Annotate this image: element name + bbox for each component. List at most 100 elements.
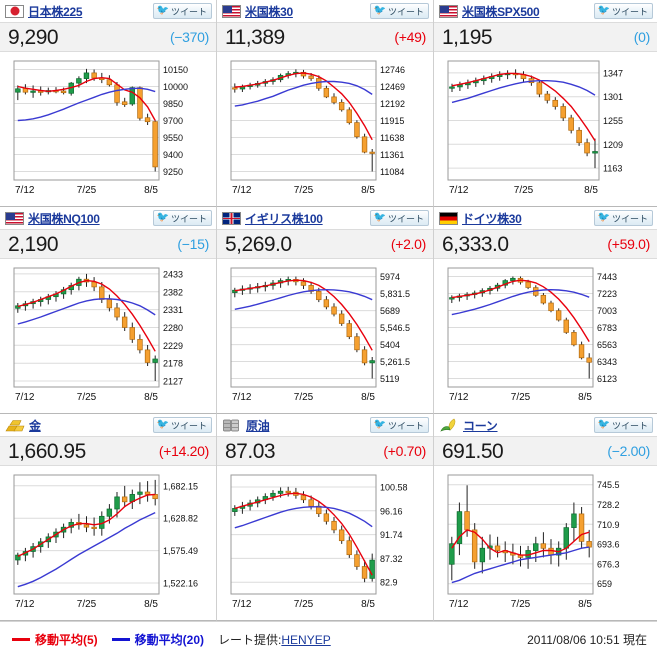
svg-text:8/5: 8/5 <box>361 185 375 196</box>
panel-corn: コーン 🐦 ツイート 691.50 (−2.00) 745.5 728.2 710.9 693.… <box>434 414 657 621</box>
chart-dow30: 12746 12469 12192 11915 11638 11361 11084 7/12 7… <box>217 52 433 205</box>
tweet-button-label: ツイート <box>387 6 424 17</box>
change-dax30: (+59.0) <box>607 236 650 252</box>
svg-text:676.3: 676.3 <box>597 559 620 569</box>
panel-dow30: 米国株30 🐦 ツイート 11,389 (+49) 12746 12469 12192 1191… <box>217 0 434 207</box>
svg-text:728.2: 728.2 <box>597 500 620 510</box>
panel-title-nikkei225[interactable]: 日本株225 <box>28 4 83 19</box>
svg-text:1347: 1347 <box>603 68 623 78</box>
svg-text:1,522.16: 1,522.16 <box>163 579 198 589</box>
panel-header-gold: 金 🐦 ツイート <box>0 414 216 436</box>
flag-uk-icon <box>222 211 241 225</box>
svg-text:12746: 12746 <box>380 65 405 75</box>
svg-text:100.58: 100.58 <box>380 483 408 493</box>
panel-title-nq100[interactable]: 米国株NQ100 <box>28 211 100 226</box>
svg-text:745.5: 745.5 <box>597 480 620 490</box>
svg-text:1301: 1301 <box>603 92 623 102</box>
svg-text:2433: 2433 <box>163 269 183 279</box>
price-ftse100: 5,269.0 <box>225 232 292 256</box>
svg-text:2331: 2331 <box>163 305 183 315</box>
svg-text:5689: 5689 <box>380 306 400 316</box>
tweet-button-label: ツイート <box>611 420 648 431</box>
tweet-button-label: ツイート <box>387 420 424 431</box>
svg-text:7/25: 7/25 <box>77 185 97 196</box>
rate-provider-prefix: レート提供: <box>218 633 282 647</box>
svg-text:11638: 11638 <box>380 133 404 143</box>
change-crude-oil: (+0.70) <box>383 443 426 459</box>
tweet-button-nikkei225[interactable]: 🐦 ツイート <box>152 3 212 19</box>
svg-text:11084: 11084 <box>380 167 404 177</box>
panel-dax30: ドイツ株30 🐦 ツイート 6,333.0 (+59.0) 7443 7223 7003 678… <box>434 207 657 414</box>
twitter-bird-icon: 🐦 <box>597 212 610 223</box>
svg-text:9700: 9700 <box>163 116 183 126</box>
footer-legend-bar: 移動平均(5) 移動平均(20) レート提供:HENYEP 2011/08/06… <box>0 621 657 657</box>
svg-text:8/5: 8/5 <box>584 185 598 196</box>
svg-text:7/12: 7/12 <box>232 599 252 610</box>
svg-text:693.6: 693.6 <box>597 540 620 550</box>
panel-title-dax30[interactable]: ドイツ株30 <box>462 211 522 226</box>
price-nq100: 2,190 <box>8 232 59 256</box>
panel-header-nq100: 米国株NQ100 🐦 ツイート <box>0 207 216 229</box>
tweet-button-label: ツイート <box>170 213 207 224</box>
tweet-button-ftse100[interactable]: 🐦 ツイート <box>369 210 429 226</box>
svg-text:2280: 2280 <box>163 323 183 333</box>
svg-text:659: 659 <box>597 579 612 589</box>
svg-text:7443: 7443 <box>597 272 617 282</box>
svg-text:8/5: 8/5 <box>144 599 158 610</box>
tweet-button-corn[interactable]: 🐦 ツイート <box>593 417 653 433</box>
quote-row-nikkei225: 9,290 (−370) <box>0 22 216 52</box>
svg-text:7/25: 7/25 <box>511 392 531 403</box>
panel-nq100: 米国株NQ100 🐦 ツイート 2,190 (−15) 2433 2382 2331 2280 2… <box>0 207 217 414</box>
svg-text:7/12: 7/12 <box>232 392 252 403</box>
panel-title-dow30[interactable]: 米国株30 <box>245 4 293 19</box>
svg-text:7/25: 7/25 <box>294 185 314 196</box>
svg-text:96.16: 96.16 <box>380 506 403 516</box>
tweet-button-dow30[interactable]: 🐦 ツイート <box>369 3 429 19</box>
tweet-button-dax30[interactable]: 🐦 ツイート <box>593 210 653 226</box>
svg-text:1163: 1163 <box>603 164 622 174</box>
twitter-bird-icon: 🐦 <box>373 212 386 223</box>
panel-title-corn[interactable]: コーン <box>463 418 498 433</box>
tweet-button-crude-oil[interactable]: 🐦 ツイート <box>369 417 429 433</box>
legend-ma5: 移動平均(5) <box>12 631 98 648</box>
tweet-button-label: ツイート <box>387 213 424 224</box>
rate-provider-link[interactable]: HENYEP <box>281 633 331 647</box>
price-dow30: 11,389 <box>225 25 285 49</box>
quote-row-crude-oil: 87.03 (+0.70) <box>217 436 433 466</box>
svg-text:2178: 2178 <box>163 359 183 369</box>
panel-title-ftse100[interactable]: イギリス株100 <box>245 211 323 226</box>
svg-text:6783: 6783 <box>597 323 617 333</box>
tweet-button-gold[interactable]: 🐦 ツイート <box>152 417 212 433</box>
change-nq100: (−15) <box>177 236 209 252</box>
svg-text:7/25: 7/25 <box>294 599 314 610</box>
panel-title-crude-oil[interactable]: 原油 <box>246 418 270 433</box>
flag-de-icon <box>439 211 458 225</box>
panel-title-gold[interactable]: 金 <box>29 418 41 433</box>
tweet-button-nq100[interactable]: 🐦 ツイート <box>152 210 212 226</box>
svg-text:10150: 10150 <box>163 65 188 75</box>
svg-text:7/25: 7/25 <box>511 599 531 610</box>
timestamp: 2011/08/06 10:51 現在 <box>527 633 647 647</box>
oil-barrels-icon <box>222 418 242 433</box>
tweet-button-spx500[interactable]: 🐦 ツイート <box>593 3 653 19</box>
price-corn: 691.50 <box>442 439 504 463</box>
quote-row-dax30: 6,333.0 (+59.0) <box>434 229 657 259</box>
panel-title-spx500[interactable]: 米国株SPX500 <box>462 4 540 19</box>
svg-text:7/12: 7/12 <box>15 185 35 196</box>
svg-text:8/5: 8/5 <box>144 392 158 403</box>
panel-spx500: 米国株SPX500 🐦 ツイート 1,195 (0) 1347 1301 1255 1209 11… <box>434 0 657 207</box>
svg-text:5,546.5: 5,546.5 <box>380 323 410 333</box>
svg-text:5974: 5974 <box>380 272 400 282</box>
svg-text:9250: 9250 <box>163 167 183 177</box>
svg-text:7/12: 7/12 <box>232 185 252 196</box>
svg-text:7/12: 7/12 <box>449 599 469 610</box>
quote-row-corn: 691.50 (−2.00) <box>434 436 657 466</box>
svg-text:5404: 5404 <box>380 340 400 350</box>
svg-text:7003: 7003 <box>597 306 617 316</box>
panel-header-ftse100: イギリス株100 🐦 ツイート <box>217 207 433 229</box>
panel-header-crude-oil: 原油 🐦 ツイート <box>217 414 433 436</box>
twitter-bird-icon: 🐦 <box>156 5 169 16</box>
svg-text:6123: 6123 <box>597 374 617 384</box>
twitter-bird-icon: 🐦 <box>373 5 386 16</box>
corn-icon <box>439 418 459 433</box>
